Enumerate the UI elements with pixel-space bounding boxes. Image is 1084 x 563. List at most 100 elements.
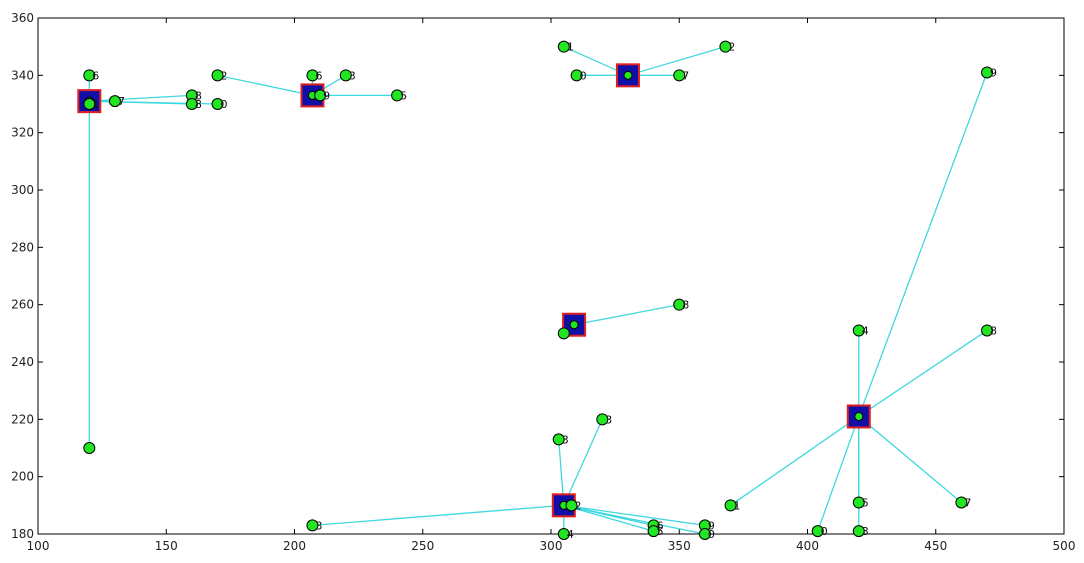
y-tick-label: 300 (11, 183, 34, 197)
member-node-label: 6 (657, 519, 664, 532)
y-tick-label: 200 (11, 470, 34, 484)
member-node-point (391, 89, 404, 102)
x-tick-label: 450 (924, 539, 947, 553)
member-node-point (108, 95, 121, 108)
member-node-point (211, 98, 224, 110)
y-tick-label: 320 (11, 126, 34, 140)
member-node-label: 3 (862, 525, 869, 538)
member-node-label: 5 (862, 496, 869, 509)
member-node-point (306, 519, 319, 532)
x-tick-label: 300 (540, 539, 563, 553)
member-node-point (955, 496, 968, 509)
member-node-label: 0 (708, 528, 715, 541)
member-node-point (852, 324, 865, 337)
member-node-point (339, 69, 352, 82)
member-node-label: 5 (400, 89, 407, 102)
cluster-edge (627, 46, 726, 76)
member-node-point (314, 89, 327, 102)
member-node-label: 1 (567, 41, 574, 54)
member-node-label: 5 (657, 525, 664, 538)
member-node-label: 6 (315, 69, 322, 82)
member-node-label: 8 (990, 324, 997, 337)
y-tick-label: 240 (11, 355, 34, 369)
cluster-edge (858, 329, 988, 418)
member-node-point (185, 98, 198, 110)
cluster-head-center-point (623, 70, 633, 80)
cluster-edge (217, 74, 313, 97)
member-node-label: 0 (221, 98, 228, 111)
member-node-point (83, 98, 96, 110)
cluster-edges (88, 46, 988, 535)
member-node-label: 3 (562, 433, 569, 446)
member-node-point (698, 528, 711, 540)
cluster-edge (563, 419, 603, 506)
cluster-edge (563, 504, 706, 535)
member-node-label: 8 (195, 98, 202, 111)
member-node-label: 0 (580, 69, 587, 82)
member-node-point (852, 525, 865, 538)
member-node-point (811, 525, 824, 538)
member-node-point (565, 499, 578, 512)
member-node-label: 6 (92, 69, 99, 82)
cluster-edge (312, 504, 564, 527)
member-node-point (719, 40, 732, 53)
member-node-point (647, 525, 660, 538)
member-node-point (596, 413, 609, 426)
x-tick-label: 150 (155, 539, 178, 553)
y-tick-label: 220 (11, 412, 34, 426)
member-node-point (981, 324, 994, 337)
member-node-label: 9 (323, 89, 330, 102)
member-node-label: 9 (708, 519, 715, 532)
cluster-edge (858, 415, 962, 503)
cluster-edge (858, 72, 988, 417)
x-tick-label: 100 (27, 539, 50, 553)
cluster-edge (730, 415, 860, 506)
member-node-point (211, 69, 224, 82)
member-node-point (557, 327, 570, 340)
member-node-label: 1 (734, 499, 741, 512)
member-node-label: 4 (862, 324, 869, 337)
member-node-point (557, 40, 570, 53)
cluster-edge (817, 416, 860, 532)
x-tick-label: 200 (283, 539, 306, 553)
member-node-label: 0 (821, 525, 828, 538)
member-node-point (673, 298, 686, 311)
member-node-label: 7 (118, 95, 125, 108)
member-node-point (83, 442, 96, 454)
member-node-label: 3 (605, 413, 612, 426)
member-node-point (306, 69, 319, 82)
y-tick-label: 260 (11, 298, 34, 312)
member-node-label: 2 (728, 41, 735, 54)
y-tick-label: 180 (11, 527, 34, 541)
member-node-point (852, 496, 865, 509)
member-node-label: 8 (195, 89, 202, 102)
x-tick-label: 400 (796, 539, 819, 553)
cluster-edge (89, 94, 192, 102)
member-node-point (673, 69, 686, 82)
cluster-head-center-point (854, 411, 864, 421)
x-tick-label: 350 (668, 539, 691, 553)
x-tick-label: 500 (1053, 539, 1076, 553)
member-node-point (981, 66, 994, 79)
cluster-head-center-point (569, 320, 579, 330)
member-node-label: 9 (990, 66, 997, 79)
member-node-label: 4 (567, 528, 574, 541)
member-node-label: 2 (221, 69, 228, 82)
member-node-label: 3 (315, 519, 322, 532)
member-node-label: 2 (575, 499, 582, 512)
x-axis: 100 150 200 250 300 350 400 450 500 (27, 18, 1076, 553)
y-tick-label: 340 (11, 68, 34, 82)
member-node-point (552, 433, 565, 446)
member-node-point (557, 528, 570, 540)
member-node-label: 1 (92, 98, 99, 111)
member-node-label: 7 (964, 496, 971, 509)
member-node-label: 3 (349, 69, 356, 82)
cluster-edge (563, 504, 654, 532)
member-node-label: 7 (682, 69, 689, 82)
member-node-point (83, 69, 96, 82)
x-tick-label: 250 (411, 539, 434, 553)
y-tick-label: 280 (11, 240, 34, 254)
